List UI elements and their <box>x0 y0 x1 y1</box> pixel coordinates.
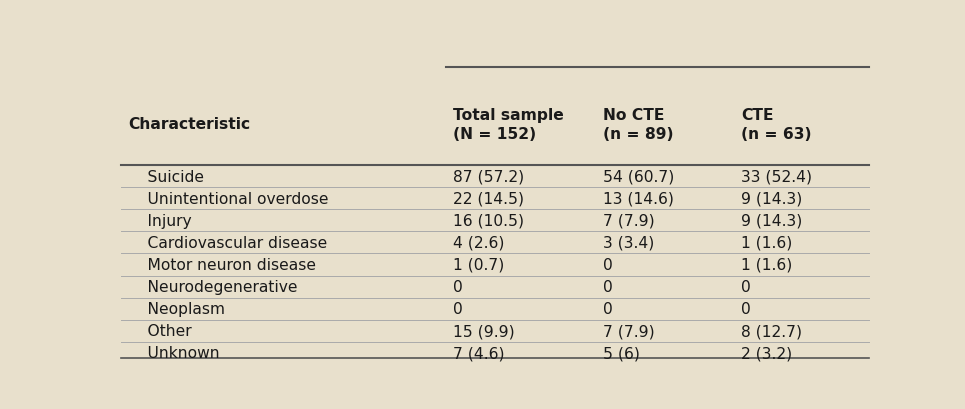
Text: 2 (3.2): 2 (3.2) <box>741 346 792 360</box>
Text: 9 (14.3): 9 (14.3) <box>741 213 803 228</box>
Text: Neurodegenerative: Neurodegenerative <box>128 279 297 294</box>
Text: 4 (2.6): 4 (2.6) <box>454 235 505 250</box>
Text: 1 (1.6): 1 (1.6) <box>741 235 792 250</box>
Text: Other: Other <box>128 324 192 338</box>
Text: Suicide: Suicide <box>128 169 205 184</box>
Text: 0: 0 <box>454 301 463 317</box>
Text: Cardiovascular disease: Cardiovascular disease <box>128 235 327 250</box>
Text: 0: 0 <box>603 301 613 317</box>
Text: 1 (1.6): 1 (1.6) <box>741 257 792 272</box>
Text: 0: 0 <box>603 257 613 272</box>
Text: Unintentional overdose: Unintentional overdose <box>128 191 329 206</box>
Text: Total sample
(N = 152): Total sample (N = 152) <box>454 107 565 142</box>
Text: 3 (3.4): 3 (3.4) <box>603 235 654 250</box>
Text: Motor neuron disease: Motor neuron disease <box>128 257 317 272</box>
Text: 5 (6): 5 (6) <box>603 346 640 360</box>
Text: 0: 0 <box>741 301 751 317</box>
Text: 33 (52.4): 33 (52.4) <box>741 169 813 184</box>
Text: 22 (14.5): 22 (14.5) <box>454 191 524 206</box>
Text: 87 (57.2): 87 (57.2) <box>454 169 525 184</box>
Text: 7 (7.9): 7 (7.9) <box>603 213 654 228</box>
Text: 13 (14.6): 13 (14.6) <box>603 191 674 206</box>
Text: 15 (9.9): 15 (9.9) <box>454 324 515 338</box>
Text: 54 (60.7): 54 (60.7) <box>603 169 675 184</box>
Text: 1 (0.7): 1 (0.7) <box>454 257 505 272</box>
Text: Unknown: Unknown <box>128 346 220 360</box>
Text: Neoplasm: Neoplasm <box>128 301 225 317</box>
Text: 0: 0 <box>741 279 751 294</box>
Text: 7 (4.6): 7 (4.6) <box>454 346 505 360</box>
Text: 8 (12.7): 8 (12.7) <box>741 324 802 338</box>
Text: 0: 0 <box>454 279 463 294</box>
Text: No CTE
(n = 89): No CTE (n = 89) <box>603 107 674 142</box>
Text: CTE
(n = 63): CTE (n = 63) <box>741 107 812 142</box>
Text: 9 (14.3): 9 (14.3) <box>741 191 803 206</box>
Text: 0: 0 <box>603 279 613 294</box>
Text: 7 (7.9): 7 (7.9) <box>603 324 654 338</box>
Text: 16 (10.5): 16 (10.5) <box>454 213 524 228</box>
Text: Characteristic: Characteristic <box>128 117 250 132</box>
Text: Injury: Injury <box>128 213 192 228</box>
